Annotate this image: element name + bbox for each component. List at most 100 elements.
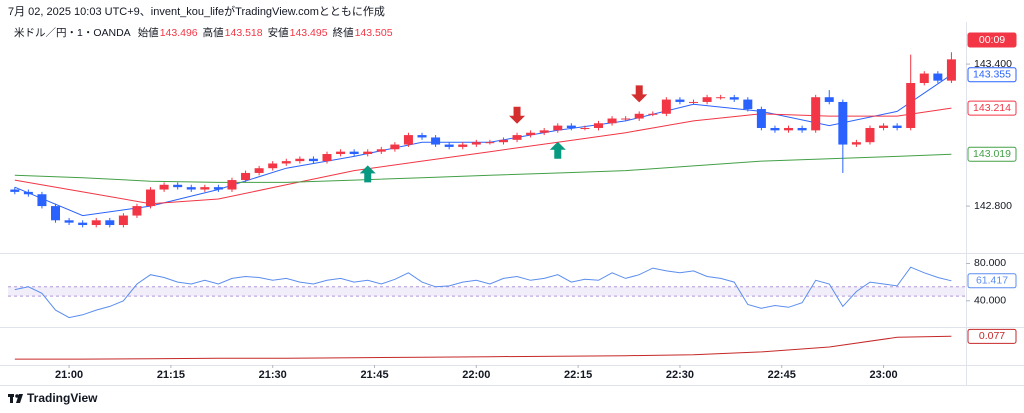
- candle-body: [118, 215, 128, 226]
- candle-body: [322, 154, 332, 162]
- candle-body: [444, 144, 454, 147]
- legend-value: 143.496: [160, 27, 198, 39]
- candle-body: [23, 191, 33, 195]
- line: [14, 266, 952, 319]
- value-label: 143.355: [973, 69, 1011, 81]
- candle-body: [702, 97, 712, 102]
- value-box: [967, 100, 1017, 116]
- value-box: [967, 32, 1017, 48]
- legend-value: 143.518: [225, 27, 263, 39]
- candle-body: [498, 139, 508, 143]
- value-label: 143.214: [973, 102, 1011, 114]
- candle-body: [838, 101, 848, 145]
- candle-body: [580, 127, 590, 129]
- candle-body: [308, 158, 318, 162]
- candle-body: [661, 99, 671, 114]
- candle-body: [105, 220, 115, 226]
- legend-title: 米ドル／円・1・OANDA: [14, 26, 131, 39]
- value-box: [967, 67, 1017, 83]
- legend-label: 始値: [138, 26, 159, 39]
- candle-body: [634, 113, 644, 119]
- candle-body: [132, 206, 142, 216]
- legend-label: 終値: [333, 26, 354, 39]
- candle-body: [213, 187, 223, 190]
- candle-body: [824, 97, 834, 102]
- candle-body: [729, 97, 739, 100]
- candle-body: [37, 194, 47, 207]
- candle-body: [919, 73, 929, 84]
- line: [14, 335, 952, 360]
- line: [14, 107, 952, 205]
- candle-body: [784, 127, 794, 131]
- candle-body: [797, 127, 807, 131]
- logo: [8, 394, 23, 403]
- candle-body: [173, 184, 183, 188]
- candle-body: [403, 135, 413, 145]
- candle-body: [539, 130, 549, 133]
- candle-body: [227, 180, 237, 190]
- value-label: 143.019: [973, 148, 1011, 160]
- y-tick-label: 80.000: [974, 257, 1006, 269]
- sell-signal: [509, 106, 526, 124]
- candle-body: [512, 135, 522, 140]
- x-tick-label: 22:30: [666, 369, 694, 381]
- candle-body: [648, 113, 658, 115]
- candle-body: [10, 189, 20, 192]
- candle-body: [431, 137, 441, 145]
- x-tick-label: 21:00: [55, 369, 83, 381]
- y-tick-label: 142.800: [974, 200, 1012, 212]
- candle-body: [770, 127, 780, 131]
- band-fill: [8, 286, 965, 297]
- sell-signal: [631, 85, 648, 103]
- candle-body: [295, 158, 305, 162]
- footer-brand: TradingView: [27, 391, 98, 405]
- candle-body: [51, 206, 61, 221]
- candle-body: [78, 222, 88, 226]
- value-label: 61.417: [976, 275, 1008, 287]
- candle-body: [675, 99, 685, 102]
- candle-body: [933, 73, 943, 81]
- caption: 7月 02, 2025 10:03 UTC+9、invent_kou_lifeが…: [8, 4, 385, 18]
- candle-body: [281, 161, 291, 164]
- buy-signal: [549, 141, 566, 159]
- y-tick-label: 143.400: [974, 58, 1012, 70]
- legend-value: 143.505: [355, 27, 393, 39]
- candle-body: [64, 220, 74, 223]
- value-box: [967, 273, 1017, 289]
- legend-value: 143.495: [290, 27, 328, 39]
- candle-body: [471, 142, 481, 145]
- x-tick-label: 23:00: [869, 369, 897, 381]
- candle-body: [526, 132, 536, 136]
- candle-body: [892, 125, 902, 128]
- line: [14, 153, 952, 183]
- candle-body: [376, 149, 386, 152]
- candle-body: [91, 220, 101, 226]
- candle-body: [349, 151, 359, 155]
- x-tick-label: 22:45: [768, 369, 796, 381]
- candle-body: [254, 168, 264, 173]
- buy-signal: [359, 165, 376, 183]
- candle-body: [417, 135, 427, 138]
- x-tick-label: 21:45: [360, 369, 388, 381]
- x-tick-label: 22:00: [462, 369, 490, 381]
- candle-body: [689, 101, 699, 103]
- candle-body: [743, 99, 753, 110]
- candle-body: [593, 123, 603, 128]
- candle-body: [146, 189, 156, 207]
- value-label: 00:09: [979, 34, 1005, 46]
- candle-body: [363, 151, 373, 155]
- candle-body: [607, 118, 617, 124]
- value-label: 0.077: [979, 330, 1005, 342]
- candle-body: [811, 97, 821, 131]
- candle-body: [851, 142, 861, 145]
- x-tick-label: 21:15: [157, 369, 185, 381]
- candle-body: [268, 163, 278, 169]
- candle-body: [553, 125, 563, 131]
- candle-body: [756, 109, 766, 128]
- x-tick-label: 21:30: [259, 369, 287, 381]
- candle-body: [458, 144, 468, 147]
- candle-body: [186, 187, 196, 190]
- candle-body: [159, 184, 169, 190]
- candle-body: [200, 187, 210, 190]
